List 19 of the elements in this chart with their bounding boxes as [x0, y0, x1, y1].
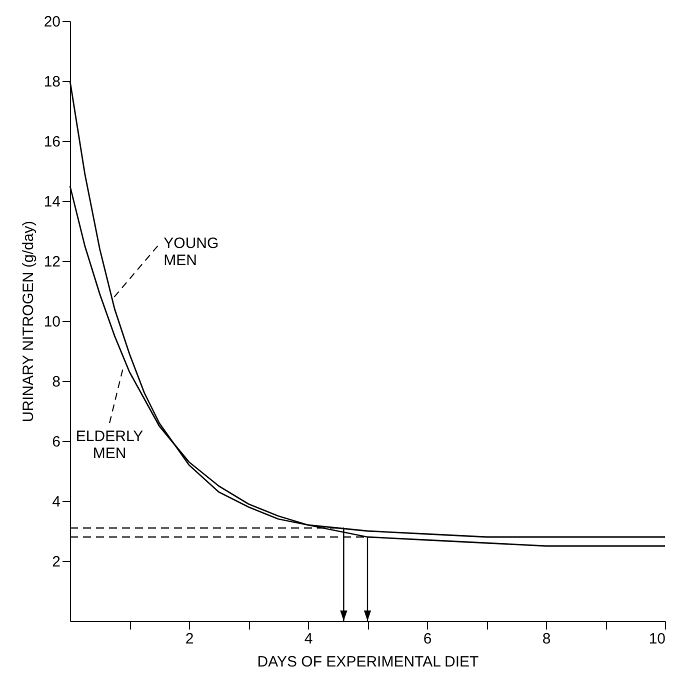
y-tick-label: 16: [44, 134, 60, 150]
y-tick-label: 6: [52, 434, 60, 450]
x-tick-label: 8: [542, 630, 551, 648]
y-tick-label: 4: [52, 494, 60, 510]
x-tick-label: 6: [423, 630, 432, 648]
x-axis-title: DAYS OF EXPERIMENTAL DIET: [257, 654, 479, 670]
y-tick-label: 20: [44, 14, 60, 30]
y-tick-label: 8: [52, 374, 60, 390]
y-tick-label: 14: [44, 194, 60, 210]
y-tick-label: 2: [52, 554, 60, 570]
x-tick-label: 4: [304, 630, 313, 648]
y-tick-label: 10: [44, 314, 60, 330]
y-axis-title: URINARY NITROGEN (g/day): [20, 220, 37, 422]
annotation: YOUNG MEN: [164, 235, 219, 269]
x-tick-label: 2: [185, 630, 194, 648]
y-tick-label: 12: [44, 254, 60, 270]
y-tick-label: 18: [44, 74, 60, 90]
annotation: ELDERLY MEN: [76, 428, 144, 462]
x-tick-label: 10: [648, 630, 666, 648]
